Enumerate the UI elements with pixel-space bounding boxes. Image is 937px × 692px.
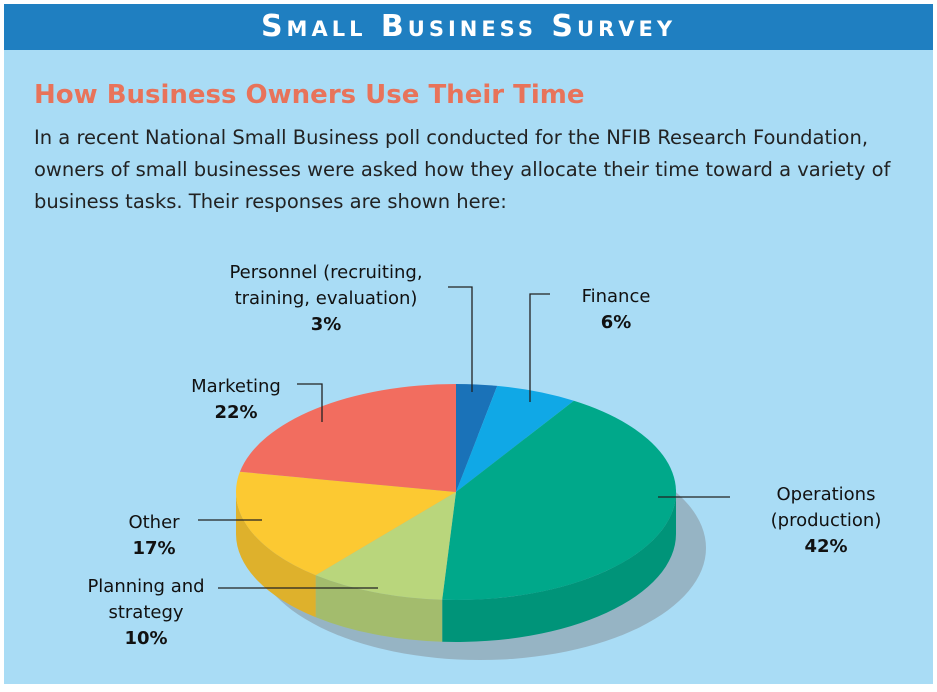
pie-slice — [236, 471, 456, 576]
pie-slice-side — [235, 492, 316, 618]
category-label: Operations (production) — [770, 484, 882, 531]
slice-label: Planning and strategy 10% — [66, 574, 226, 652]
value-label: 22% — [214, 402, 258, 423]
slice-label: Personnel (recruiting, training, evaluat… — [206, 260, 446, 338]
value-label: 17% — [132, 538, 176, 559]
value-label: 3% — [310, 314, 342, 335]
infographic: Small Business Survey How Business Owner… — [4, 4, 933, 684]
pie-slice — [456, 385, 574, 492]
header-title: Small Business Survey — [4, 4, 933, 50]
leader-line — [529, 293, 550, 402]
category-label: Finance — [581, 286, 651, 307]
description: In a recent National Small Business poll… — [34, 126, 891, 213]
pie-slice — [456, 383, 498, 492]
category-label: Personnel (recruiting, training, evaluat… — [229, 262, 423, 309]
leader-lines — [198, 286, 730, 589]
leader-line — [448, 286, 473, 392]
leader-line — [297, 383, 323, 422]
slice-label: Finance 6% — [556, 284, 676, 336]
pie-slice-side — [315, 575, 443, 642]
slice-label: Operations (production) 42% — [741, 482, 911, 560]
category-label: Other — [128, 512, 180, 533]
slice-label: Other 17% — [104, 510, 204, 562]
slice-label: Marketing 22% — [176, 374, 296, 426]
pie-slice — [315, 492, 456, 600]
pie-slice-side — [442, 492, 676, 643]
category-label: Marketing — [191, 376, 281, 397]
pie — [235, 383, 706, 660]
pie-slice — [442, 400, 677, 601]
subtitle: How Business Owners Use Their Time — [34, 80, 585, 110]
value-label: 42% — [804, 536, 848, 557]
chart — [198, 286, 730, 660]
value-label: 10% — [124, 628, 168, 649]
category-label: Planning and strategy — [87, 576, 205, 623]
pie-slice — [239, 384, 456, 492]
value-label: 6% — [600, 312, 632, 333]
